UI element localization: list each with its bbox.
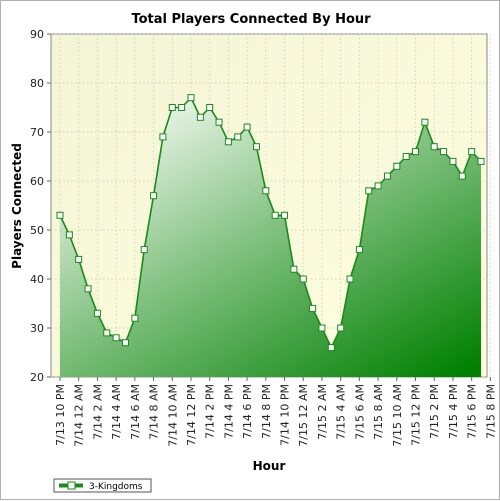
data-point [337,324,345,332]
series-line [59,96,482,350]
x-tick-label: 7/14 10 AM [166,384,179,447]
y-tick-label: 40 [30,273,44,286]
legend-box [53,478,152,493]
data-point [374,182,382,190]
data-point [318,324,326,332]
y-tick-label: 50 [30,224,44,237]
x-tick-label: 7/15 4 PM [447,384,460,439]
data-point [393,162,401,170]
chart-title: Total Players Connected By Hour [131,12,371,27]
y-tick-label: 70 [30,126,44,139]
data-point [131,314,139,322]
y-tick-label: 20 [30,371,44,384]
x-axis-ticks: 7/13 10 PM 7/14 12 AM 7/14 2 AM 7/14 4 AM 7/… [54,377,497,447]
x-tick-label: 7/15 2 AM [316,384,329,440]
x-tick-label: 7/15 6 PM [466,384,479,439]
x-tick-label: 7/14 12 AM [73,384,86,447]
x-tick-label: 7/14 4 PM [222,384,235,439]
data-point [224,138,232,146]
data-point [103,329,111,337]
data-point [56,211,64,219]
data-point [346,275,354,283]
data-point [477,157,485,165]
data-point [449,157,457,165]
data-point [159,133,167,141]
data-point [262,187,270,195]
data-point [383,172,391,180]
x-tick-label: 7/13 10 PM [54,384,67,446]
data-points [56,94,485,352]
x-tick-label: 7/15 6 AM [353,384,366,440]
data-point [402,153,410,160]
data-point [252,143,260,151]
legend: 3-Kingdoms [53,478,152,493]
data-point [75,255,83,263]
legend-label: 3-Kingdoms [89,482,143,492]
data-point [84,285,92,293]
data-point [121,339,129,347]
y-tick-label: 80 [30,77,44,90]
x-tick-label: 7/14 10 PM [279,384,292,446]
data-point [365,187,373,195]
x-tick-label: 7/14 6 PM [241,384,254,439]
data-point [140,246,148,254]
y-axis-ticks: 20 30 40 50 60 70 80 90 [30,28,51,384]
data-point [421,118,429,126]
data-point [309,304,317,312]
x-axis-label: Hour [253,459,286,473]
x-tick-label: 7/15 4 AM [335,384,348,440]
x-tick-label: 7/14 2 AM [91,384,104,440]
data-point [299,275,307,283]
data-point [187,94,195,102]
data-point [196,113,204,121]
x-tick-label: 7/14 2 PM [204,384,217,439]
y-axis-label: Players Connected [10,143,24,269]
data-point [458,172,466,180]
data-point [150,192,158,200]
x-tick-label: 7/15 8 AM [372,384,385,440]
data-point [430,143,438,151]
x-tick-label: 7/15 8 PM [484,384,497,439]
x-tick-label: 7/15 10 AM [391,384,404,447]
x-tick-label: 7/14 4 AM [110,384,123,440]
y-tick-label: 60 [30,175,44,188]
x-tick-label: 7/14 8 AM [148,384,161,440]
data-point [243,123,251,131]
data-point [168,104,176,111]
x-tick-label: 7/14 6 AM [129,384,142,440]
y-tick-label: 90 [30,28,44,41]
x-tick-label: 7/14 8 PM [260,384,273,439]
data-point [215,118,223,126]
data-point [65,231,73,239]
data-point [355,246,363,254]
x-tick-label: 7/15 12 AM [297,384,310,447]
data-point [468,148,476,156]
x-tick-label: 7/15 2 PM [428,384,441,439]
area-fill [60,97,481,377]
data-point [206,104,214,111]
data-point [290,265,298,273]
y-tick-label: 30 [30,322,44,335]
data-point [412,148,420,156]
x-tick-label: 7/15 12 PM [410,384,423,446]
data-point [112,334,120,342]
data-point [93,309,101,317]
legend-marker [67,481,76,490]
data-point [271,211,279,219]
data-point [234,133,242,141]
data-point [440,148,448,156]
data-point [281,211,289,219]
data-point [327,344,335,352]
data-point [178,104,186,111]
x-tick-label: 7/14 12 PM [185,384,198,446]
